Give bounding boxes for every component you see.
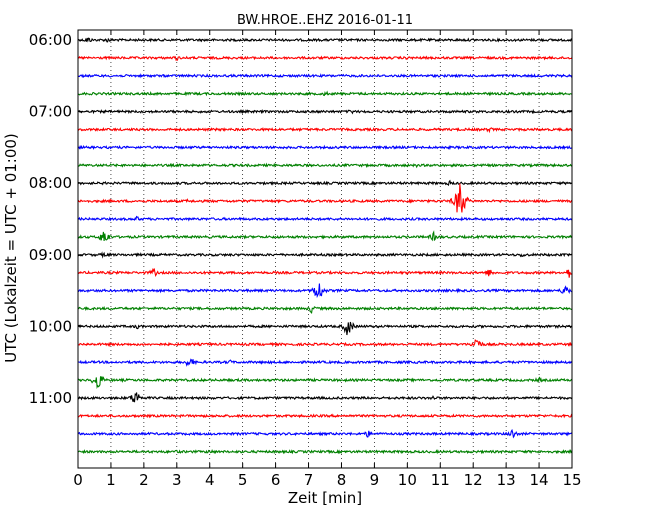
x-tick-label: 11 — [431, 471, 450, 489]
x-tick-label: 3 — [172, 471, 182, 489]
trace-line — [77, 392, 573, 403]
x-tick-label: 4 — [205, 471, 215, 489]
x-tick-label: 2 — [139, 471, 149, 489]
trace-line — [77, 179, 573, 187]
x-tick-label: 5 — [238, 471, 248, 489]
trace-line — [77, 321, 573, 336]
y-tick-label: 06:00 — [29, 31, 72, 49]
x-tick-label: 9 — [370, 471, 380, 489]
y-tick-label: 09:00 — [29, 246, 72, 264]
y-axis: 06:00 07:00 08:00 09:00 10:00 11:00 — [29, 31, 572, 407]
trace-line — [77, 358, 573, 367]
trace-line — [77, 376, 573, 389]
trace-line — [77, 251, 573, 259]
y-axis-label: UTC (Lokalzeit = UTC + 01:00) — [2, 133, 20, 363]
x-tick-label: 14 — [530, 471, 549, 489]
x-tick-label: 8 — [337, 471, 347, 489]
trace-line — [77, 339, 573, 348]
trace-line — [77, 55, 573, 62]
trace-line — [77, 230, 573, 242]
plot-frame — [77, 29, 573, 469]
trace-line — [77, 162, 572, 169]
trace-line — [77, 90, 573, 97]
y-tick-label: 08:00 — [29, 174, 72, 192]
trace-line — [77, 183, 573, 213]
x-tick-label: 0 — [73, 471, 83, 489]
x-tick-label: 7 — [304, 471, 314, 489]
x-tick-label: 12 — [464, 471, 483, 489]
x-axis-label: Zeit [min] — [288, 489, 362, 507]
trace-line — [77, 283, 573, 299]
y-tick-label: 07:00 — [29, 103, 72, 121]
trace-line — [77, 449, 573, 455]
x-tick-label: 6 — [271, 471, 281, 489]
x-tick-label: 10 — [398, 471, 417, 489]
trace-line — [77, 305, 573, 315]
x-axis: 0 1 2 3 4 5 6 7 8 9 10 11 12 13 14 15 — [73, 30, 582, 489]
x-tick-label: 15 — [562, 471, 581, 489]
y-tick-label: 10:00 — [29, 317, 72, 335]
trace-line — [78, 413, 573, 419]
trace-area — [77, 37, 573, 455]
x-tick-label: 13 — [497, 471, 516, 489]
trace-line — [77, 126, 573, 134]
trace-line — [77, 215, 573, 222]
vertical-grid — [110, 30, 540, 468]
trace-line — [77, 37, 572, 43]
trace-line — [77, 267, 573, 278]
trace-line — [77, 428, 573, 439]
x-tick-label: 1 — [106, 471, 116, 489]
y-tick-label: 11:00 — [29, 389, 72, 407]
trace-line — [77, 108, 573, 115]
trace-line — [77, 73, 573, 79]
trace-line — [77, 144, 573, 151]
chart-title: BW.HROE..EHZ 2016-01-11 — [237, 13, 413, 28]
